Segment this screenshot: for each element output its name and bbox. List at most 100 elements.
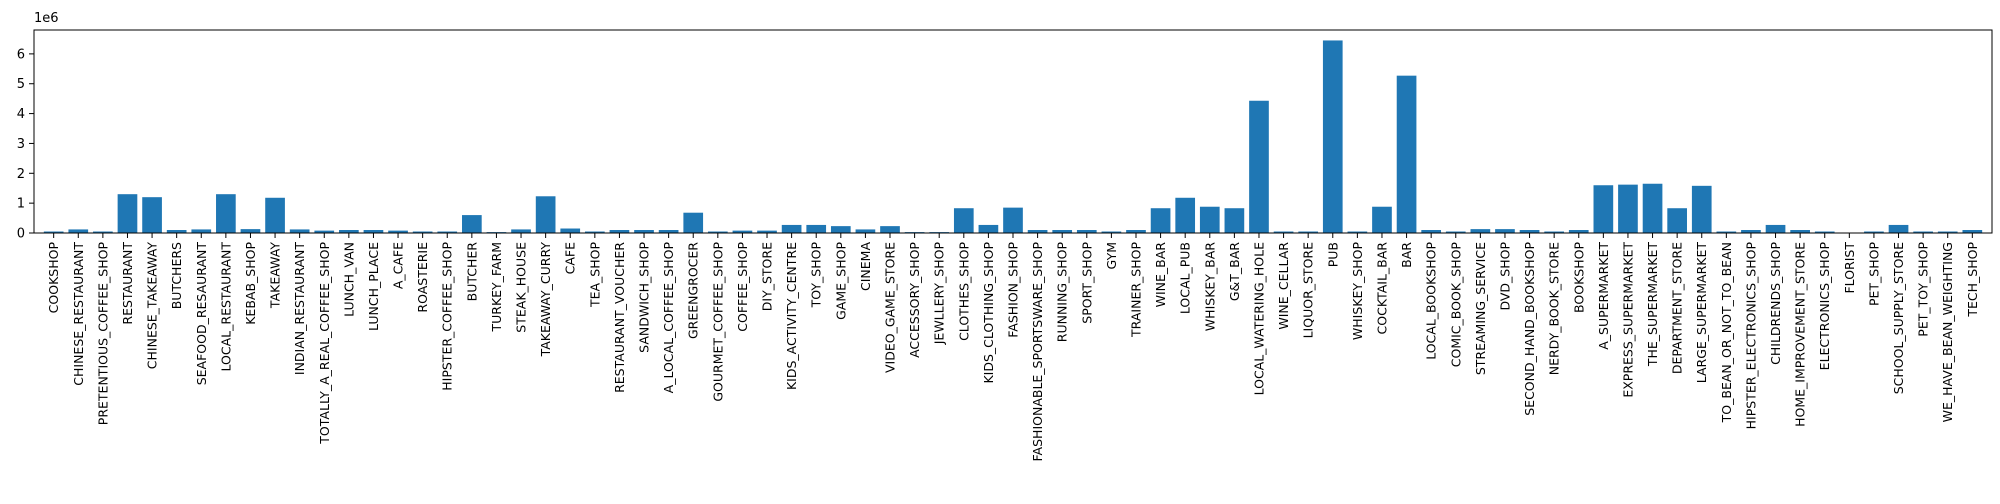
x-tick-label: LOCAL_BOOKSHOP [1424,242,1439,360]
y-axis: 0 1 2 3 4 5 6 [17,47,34,242]
bar-kids-activity-centre [781,224,802,233]
x-tick-label: SANDWICH_SHOP [637,242,652,353]
bars-group [43,40,1983,234]
x-tick-label: DIY_STORE [760,242,775,311]
x-tick-label: PET_SHOP [1866,242,1881,306]
bar-whiskey-shop [1347,231,1368,233]
y-tick-label: 1 [17,197,25,212]
bar-a-local-coffee-shop [658,230,679,233]
y-tick-label: 3 [17,137,25,152]
x-tick-label: BUTCHER [464,242,479,302]
bar-large-supermarket [1691,185,1712,233]
bar-pet-toy-shop [1913,231,1933,233]
bar-kids-clothing-shop [978,224,999,233]
x-tick-label: LOCAL_RESTAURANT [218,242,233,372]
x-tick-label: WINE_CELLAR [1276,242,1291,330]
bar-roasterie [412,231,433,233]
x-tick-label: COFFEE_SHOP [735,242,750,332]
bar-game-shop [830,226,851,233]
x-tick-label: CHILDRENDS_SHOP [1768,242,1783,365]
x-tick-label: COOKSHOP [46,242,61,314]
bar-bar [1396,75,1417,233]
bar-takeaway-curry [535,196,556,233]
bar-indian-restaurant [289,229,310,233]
bar-running-shop [1052,230,1073,233]
x-tick-label: CHINESE_TAKEAWAY [145,242,160,370]
x-tick-label: ACCESSORY_SHOP [907,242,922,358]
bar-gourmet-coffee-shop [707,231,728,233]
x-tick-label: TURKEY_FARM [489,242,504,333]
x-tick-label: TO_BEAN_OR_NOT_TO_BEAN [1719,242,1734,423]
x-tick-label: VIDEO_GAME_STORE [883,242,898,373]
bar-second-hand-bookshop [1519,230,1540,233]
x-tick-label: SPORT_SHOP [1079,242,1094,324]
bar-childrends-shop [1765,224,1786,233]
y-tick-label: 0 [17,227,25,242]
bar-pub [1322,40,1343,234]
bar-electronics-shop [1814,231,1835,233]
bar-steak-house [511,229,531,233]
x-tick-label: TRAINER_SHOP [1128,242,1143,338]
bar-coffee-shop [732,230,753,233]
x-tick-label: JEWLLERY_SHOP [932,242,947,346]
x-tick-label: BAR [1399,242,1414,268]
x-tick-label: NERDY_BOOK_STORE [1547,242,1562,375]
bar-clothes-shop [953,208,974,233]
x-tick-label: TEA_SHOP [587,242,602,309]
x-tick-label: CLOTHES_SHOP [956,242,971,341]
x-tick-label: PUB [1325,242,1340,267]
bar-hipster-electronics-shop [1741,230,1761,233]
bar-takeaway [265,197,285,233]
x-tick-label: HIPSTER_COFFEE_SHOP [440,242,455,391]
x-tick-label: G&T_BAR [1227,242,1242,301]
y-tick-label: 5 [17,77,25,92]
bar-butchers [166,230,187,233]
bar-restaurant [117,194,138,233]
bar-seafood-resaurant [191,229,212,233]
x-tick-label: STEAK_HOUSE [514,242,529,333]
bar-local-pub [1175,197,1196,233]
x-tick-label: FASHION_SHOP [1006,242,1021,338]
x-tick-label: TAKEAWAY_CURRY [538,242,553,358]
x-tick-label: GOURMET_COFFEE_SHOP [710,242,725,402]
bar-greengrocer [683,212,704,233]
y-tick-label: 2 [17,167,25,182]
x-tick-label: TOY_SHOP [809,242,824,309]
bar-comic-book-shop [1445,231,1466,233]
bar-sandwich-shop [634,230,654,233]
x-tick-label: SCHOOL_SUPPLY_STORE [1891,242,1906,394]
bar-department-store [1667,208,1687,233]
bar-lunch-place [363,230,384,233]
x-tick-label: LOCAL_PUB [1178,242,1193,314]
bar-bookshop [1568,230,1589,233]
bar-local-bookshop [1421,230,1442,233]
x-tick-label: PRETENTIOUS_COFFEE_SHOP [95,242,110,426]
x-tick-label: RUNNING_SHOP [1055,242,1070,343]
bar-school-supply-store [1888,224,1909,233]
x-tick-label: FASHIONABLE_SPORTSWARE_SHOP [1030,242,1045,462]
bar-lunch-van [339,230,359,233]
plot-frame [33,29,1993,234]
x-tick-label: TOTALLY_A_REAL_COFFEE_SHOP [317,242,332,445]
x-tick-label: WE_HAVE_BEAN_WEIGHTING [1940,242,1955,422]
x-tick-label: SECOND_HAND_BOOKSHOP [1522,242,1537,416]
bar-tech-shop [1962,230,1983,233]
y-axis-offset-label: 1e6 [34,11,59,26]
x-tick-label: THE_SUPERMARKET [1645,242,1660,368]
bar-cocktail-bar [1372,206,1392,233]
bar-pretentious-coffee-shop [93,231,113,233]
x-tick-label: HIPSTER_ELECTRONICS_SHOP [1743,242,1758,430]
x-tick-label: WHISKEY_BAR [1202,242,1217,331]
x-tick-label: PET_TOY_SHOP [1916,242,1931,337]
bar-a-supermarket [1593,185,1614,233]
x-tick-label: GREENGROCER [686,242,701,339]
x-tick-label: KIDS_CLOTHING_SHOP [981,242,996,384]
x-tick-label: LARGE_SUPERMARKET [1694,242,1709,384]
x-tick-label: CAFE [563,242,578,274]
bar-trainer-shop [1126,230,1146,233]
x-tick-label: BOOKSHOP [1571,242,1586,313]
bar-kebab-shop [240,229,261,233]
x-tick-label: ROASTERIE [415,242,430,313]
bar-to-bean-or-not-to-bean [1716,231,1737,233]
x-tick-label: KIDS_ACTIVITY_CENTRE [784,242,799,390]
